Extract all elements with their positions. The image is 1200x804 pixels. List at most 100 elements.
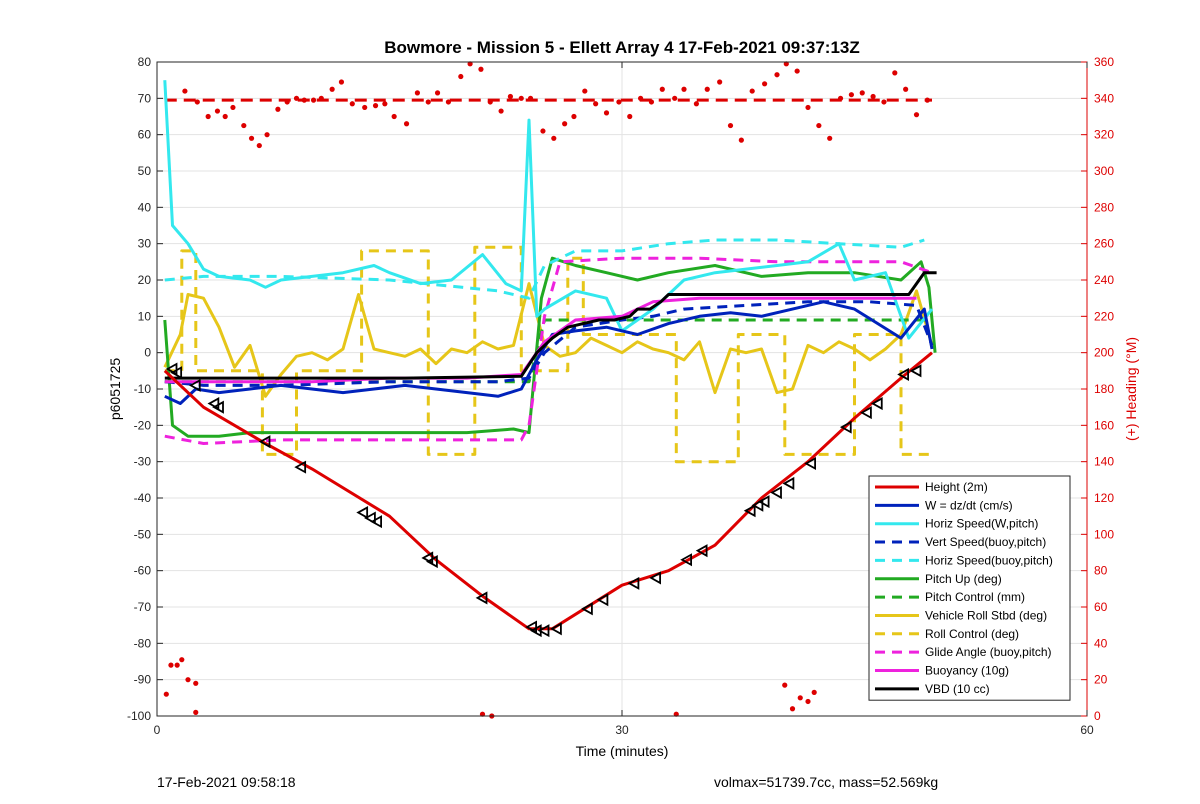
- left-tick-label: -50: [134, 527, 152, 541]
- left-tick-label: -80: [134, 636, 152, 650]
- height-marker: [525, 620, 537, 634]
- left-tick-label: -10: [134, 382, 152, 396]
- height-marker: [550, 622, 562, 636]
- heading-point: [816, 122, 822, 129]
- height-marker: [165, 362, 178, 376]
- heading-point: [672, 95, 678, 101]
- heading-point: [284, 99, 290, 105]
- heading-point: [603, 110, 610, 116]
- legend-box: [868, 475, 1071, 701]
- heading-point: [837, 95, 844, 101]
- heading-point: [391, 113, 397, 120]
- heading-outlier-point: [163, 691, 169, 697]
- height-marker: [294, 460, 307, 474]
- heading-point: [498, 108, 504, 114]
- legend-label-vert-speed-buoy-pitch: Vert Speed(buoy,pitch): [925, 535, 1046, 549]
- heading-point: [551, 135, 557, 141]
- heading-outlier-point: [193, 709, 199, 715]
- heading-outlier-point: [789, 706, 796, 712]
- right-tick-label: 60: [1094, 600, 1108, 614]
- heading-point: [414, 90, 420, 96]
- heading-point: [627, 113, 633, 120]
- heading-point: [774, 72, 780, 78]
- heading-point: [264, 132, 270, 138]
- legend-label-buoyancy-10g: Buoyancy (10g): [925, 664, 1009, 678]
- right-tick-label: 320: [1094, 128, 1114, 142]
- right-y-axis-label: (+) Heading (°M): [1123, 337, 1139, 441]
- heading-point: [518, 95, 524, 101]
- heading-point: [338, 79, 345, 85]
- right-tick-label: 140: [1094, 455, 1114, 469]
- legend-label-glide-angle-buoy-pitch: Glide Angle (buoy,pitch): [925, 645, 1052, 659]
- height-marker: [770, 486, 782, 500]
- heading-point: [241, 122, 247, 129]
- heading-point: [681, 86, 687, 92]
- height-marker: [170, 366, 183, 380]
- heading-point: [571, 113, 577, 120]
- heading-point: [329, 86, 335, 92]
- heading-outlier-point: [193, 680, 199, 686]
- heading-outlier-point: [797, 695, 803, 701]
- heading-point: [892, 70, 898, 76]
- heading-point: [445, 99, 451, 105]
- heading-point: [372, 103, 379, 109]
- left-y-axis-label: p6051725: [107, 358, 123, 421]
- heading-point: [222, 113, 228, 120]
- height-marker: [649, 571, 661, 585]
- height-marker: [207, 397, 220, 411]
- heading-outlier-point: [168, 662, 174, 668]
- height-marker: [695, 544, 708, 558]
- heading-point: [434, 90, 441, 96]
- heading-point: [467, 61, 473, 67]
- left-tick-label: 80: [138, 55, 152, 69]
- height-marker: [804, 456, 816, 471]
- right-tick-label: 200: [1094, 346, 1114, 360]
- legend-label-w-dz-dt-cm-s: W = dz/dt (cm/s): [925, 498, 1013, 512]
- height-marker: [751, 498, 764, 512]
- height-marker: [258, 435, 271, 449]
- heading-outlier-point: [782, 682, 788, 688]
- heading-point: [762, 81, 768, 87]
- footer-timestamp: 17-Feb-2021 09:58:18: [157, 774, 296, 790]
- x-axis-label: Time (minutes): [576, 743, 669, 759]
- right-tick-label: 20: [1094, 673, 1108, 687]
- heading-point: [403, 121, 410, 127]
- series-line-glide-angle-buoy-pitch: [164, 256, 933, 445]
- left-tick-label: 30: [138, 237, 152, 251]
- right-tick-label: 120: [1094, 491, 1114, 505]
- series-layer: [163, 61, 937, 719]
- heading-point: [593, 101, 599, 107]
- left-tick-label: 0: [144, 346, 151, 360]
- heading-point: [487, 99, 493, 105]
- right-tick-label: 100: [1094, 527, 1114, 541]
- heading-point: [783, 61, 789, 67]
- heading-point: [727, 122, 734, 129]
- right-y-axis: 0 20 40 60 80 100 120 140 160 180 200 220 240 260 280 3…: [1081, 55, 1114, 723]
- heading-point: [194, 99, 200, 105]
- legend-label-roll-control-deg: Roll Control (deg): [925, 627, 1019, 641]
- legend-label-horiz-speed-w-pitch: Horiz Speed(W,pitch): [925, 517, 1038, 531]
- heading-point: [248, 135, 255, 141]
- x-tick-label: 60: [1080, 723, 1094, 737]
- right-tick-label: 180: [1094, 382, 1114, 396]
- right-tick-label: 240: [1094, 273, 1114, 287]
- height-marker: [426, 555, 438, 569]
- heading-point: [293, 95, 300, 101]
- height-marker: [212, 400, 224, 414]
- heading-outlier-point: [811, 689, 817, 695]
- right-tick-label: 220: [1094, 309, 1114, 323]
- heading-point: [256, 142, 262, 149]
- height-marker: [596, 593, 609, 607]
- heading-point: [214, 108, 221, 114]
- heading-point: [827, 135, 833, 141]
- legend-label-height-2m: Height (2m): [925, 480, 988, 494]
- heading-point: [903, 86, 909, 92]
- heading-point: [301, 97, 307, 103]
- heading-point: [738, 137, 744, 143]
- heading-point: [659, 86, 665, 92]
- heading-point: [924, 97, 930, 103]
- heading-point: [318, 95, 324, 101]
- heading-point: [362, 104, 368, 111]
- height-marker: [680, 553, 692, 567]
